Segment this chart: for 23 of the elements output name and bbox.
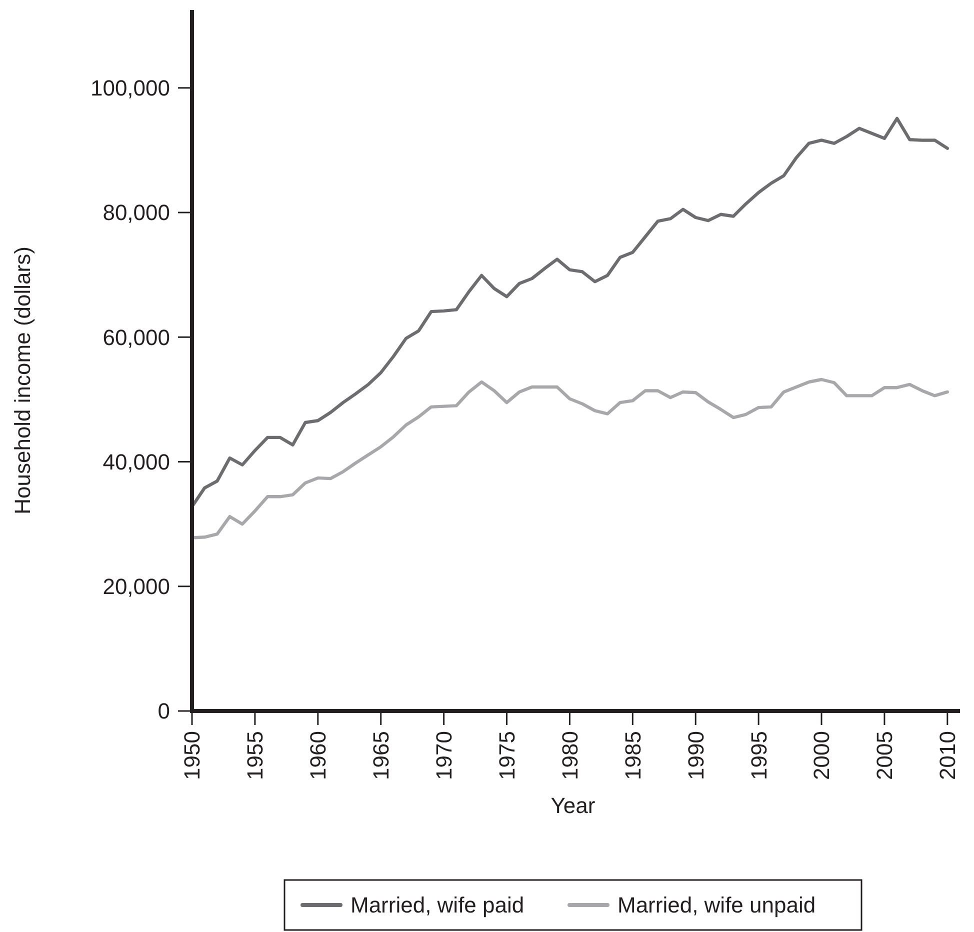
x-tick-label: 1980 bbox=[557, 731, 582, 780]
x-tick-label: 2005 bbox=[872, 731, 898, 780]
legend-label: Married, wife unpaid bbox=[618, 892, 816, 918]
x-tick-label: 2010 bbox=[935, 731, 960, 780]
x-tick-label: 2000 bbox=[809, 731, 834, 780]
x-axis-title: Year bbox=[550, 793, 596, 818]
y-tick-label: 20,000 bbox=[102, 574, 170, 600]
x-tick-label: 1955 bbox=[242, 731, 268, 780]
x-tick-label: 1985 bbox=[620, 731, 646, 780]
y-tick-label: 0 bbox=[158, 698, 170, 724]
y-tick-label: 40,000 bbox=[102, 449, 170, 474]
x-tick-label: 1950 bbox=[180, 731, 205, 780]
legend-label: Married, wife paid bbox=[350, 892, 524, 918]
x-tick-label: 1990 bbox=[683, 731, 708, 780]
y-tick-label: 100,000 bbox=[90, 76, 170, 101]
x-tick-label: 1960 bbox=[306, 731, 331, 780]
x-tick-label: 1965 bbox=[368, 731, 394, 780]
y-tick-label: 60,000 bbox=[102, 324, 170, 350]
y-tick-label: 80,000 bbox=[102, 200, 170, 226]
x-tick-label: 1970 bbox=[432, 731, 457, 780]
x-tick-label: 1995 bbox=[746, 731, 772, 780]
x-tick-label: 1975 bbox=[494, 731, 520, 780]
y-axis-title: Household income (dollars) bbox=[10, 246, 35, 514]
